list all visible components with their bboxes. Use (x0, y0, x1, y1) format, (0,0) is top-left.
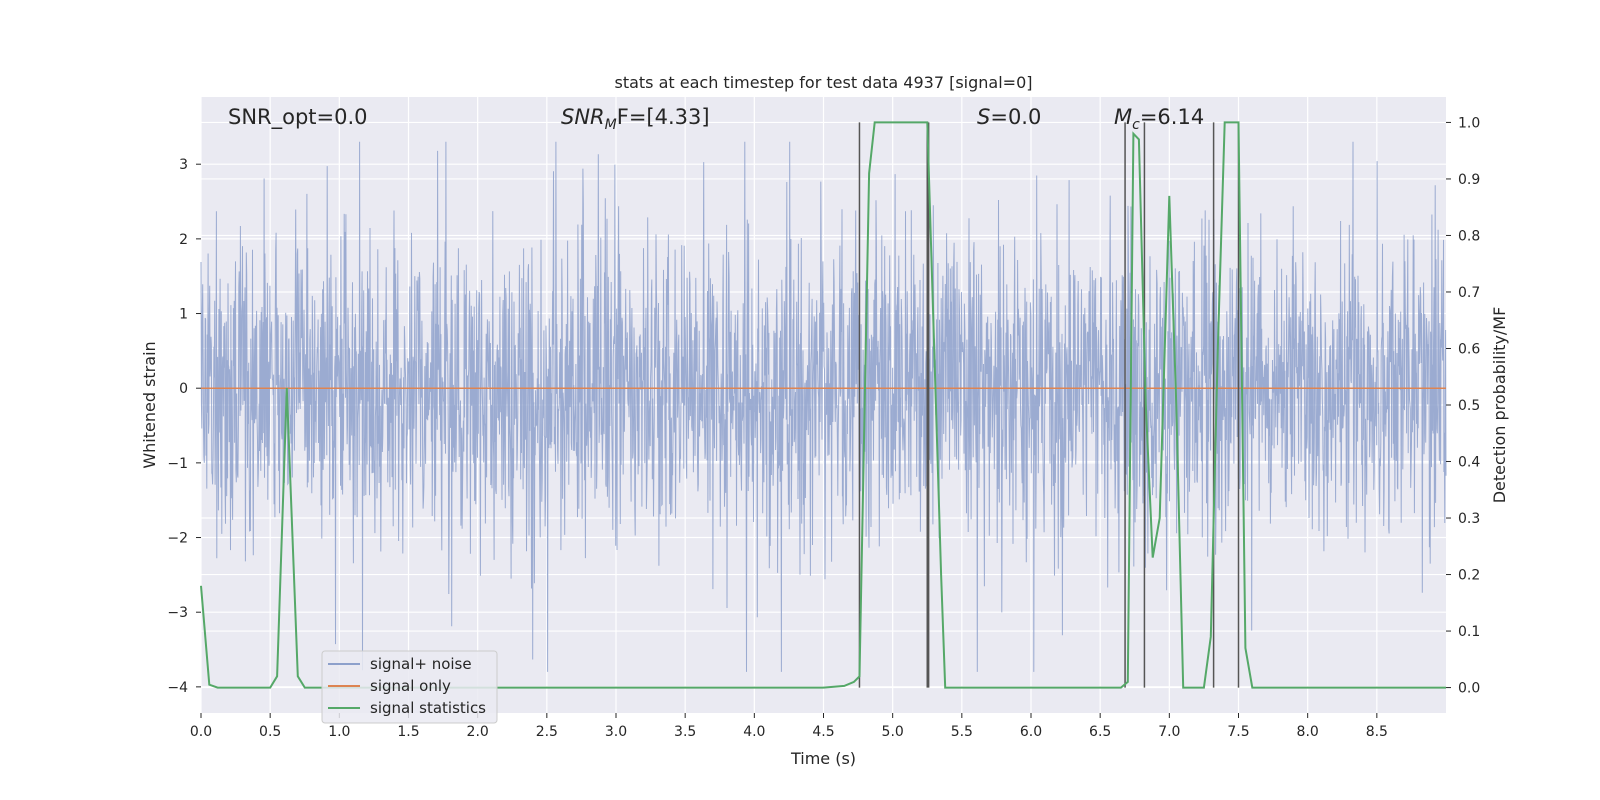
legend-label-signal-noise: signal+ noise (370, 655, 472, 673)
x-tick-label-7: 3.5 (674, 724, 696, 740)
y-tick-label-0: 3 (179, 157, 188, 173)
y-tick-label-4: −1 (167, 456, 188, 472)
y-tick-label-5: −2 (167, 531, 188, 547)
chart-title: stats at each timestep for test data 493… (614, 73, 1032, 92)
s-value: =0.0 (990, 105, 1041, 129)
annotation-s: S=0.0 (977, 105, 1041, 129)
snr-mf-symbol: SNR (561, 105, 605, 129)
annotation-mc: Mc=6.14 (1114, 105, 1204, 133)
x-tick-label-3: 1.5 (397, 724, 419, 740)
y2-tick-label-9: 0.1 (1458, 624, 1480, 640)
y2-axis-label: Detection probability/MF (1490, 307, 1509, 504)
x-ticks: 0.0 0.5 1.0 1.5 2.0 2.5 3.0 3.5 4.0 4.5 5.0 5.5 6.0 6… (190, 713, 1388, 740)
y2-tick-label-3: 0.7 (1458, 285, 1480, 301)
x-tick-label-2: 1.0 (328, 724, 350, 740)
y-tick-label-2: 1 (179, 307, 188, 323)
x-tick-label-11: 5.5 (951, 724, 973, 740)
y-tick-label-7: −4 (167, 680, 188, 696)
y-tick-label-1: 2 (179, 232, 188, 248)
x-tick-label-5: 2.5 (536, 724, 558, 740)
legend-label-signal-only: signal only (370, 677, 451, 695)
y2-tick-label-7: 0.3 (1458, 511, 1480, 527)
x-tick-label-13: 6.5 (1089, 724, 1111, 740)
y-tick-label-3: 0 (179, 381, 188, 397)
x-tick-label-1: 0.5 (259, 724, 281, 740)
mc-subscript: c (1132, 117, 1140, 133)
snr-mf-value: F=[4.33] (617, 105, 710, 129)
y2-ticks: 1.0 0.9 0.8 0.7 0.6 0.5 0.4 0.3 0.2 0.1 0.0 (1446, 115, 1480, 697)
y2-tick-label-4: 0.6 (1458, 341, 1480, 357)
x-axis-label: Time (s) (790, 749, 856, 768)
s-symbol: S (977, 105, 990, 129)
legend-label-signal-statistics: signal statistics (370, 699, 486, 717)
x-tick-label-10: 5.0 (882, 724, 904, 740)
y2-tick-label-8: 0.2 (1458, 568, 1480, 584)
y2-tick-label-6: 0.4 (1458, 455, 1480, 471)
annotation-snr-mf: SNRMF=[4.33] (561, 105, 710, 133)
x-tick-label-4: 2.0 (467, 724, 489, 740)
vertical-markers (858, 122, 1240, 688)
y-ticks: 3 2 1 0 −1 −2 −3 −4 (167, 157, 201, 696)
legend-box (321, 650, 498, 724)
x-tick-label-8: 4.0 (743, 724, 765, 740)
x-tick-label-9: 4.5 (812, 724, 834, 740)
annotation-snr-opt: SNR_opt=0.0 (228, 105, 368, 130)
y2-tick-label-10: 0.0 (1458, 681, 1480, 697)
x-tick-label-14: 7.0 (1158, 724, 1180, 740)
x-tick-label-15: 7.5 (1227, 724, 1249, 740)
y2-tick-label-5: 0.5 (1458, 398, 1480, 414)
y-axis-label: Whitened strain (140, 341, 159, 468)
legend: signal+ noise signal only signal statist… (321, 650, 498, 724)
y-tick-label-6: −3 (167, 605, 188, 621)
x-tick-label-12: 6.0 (1020, 724, 1042, 740)
x-tick-label-17: 8.5 (1366, 724, 1388, 740)
snr-mf-subscript: M (605, 117, 617, 133)
y2-tick-label-0: 1.0 (1458, 115, 1480, 131)
y2-tick-label-1: 0.9 (1458, 172, 1480, 188)
mc-symbol: M (1114, 105, 1132, 129)
x-tick-label-0: 0.0 (190, 724, 212, 740)
mc-value: =6.14 (1140, 105, 1204, 129)
y2-tick-label-2: 0.8 (1458, 228, 1480, 244)
x-tick-label-6: 3.0 (605, 724, 627, 740)
x-tick-label-16: 8.0 (1297, 724, 1319, 740)
